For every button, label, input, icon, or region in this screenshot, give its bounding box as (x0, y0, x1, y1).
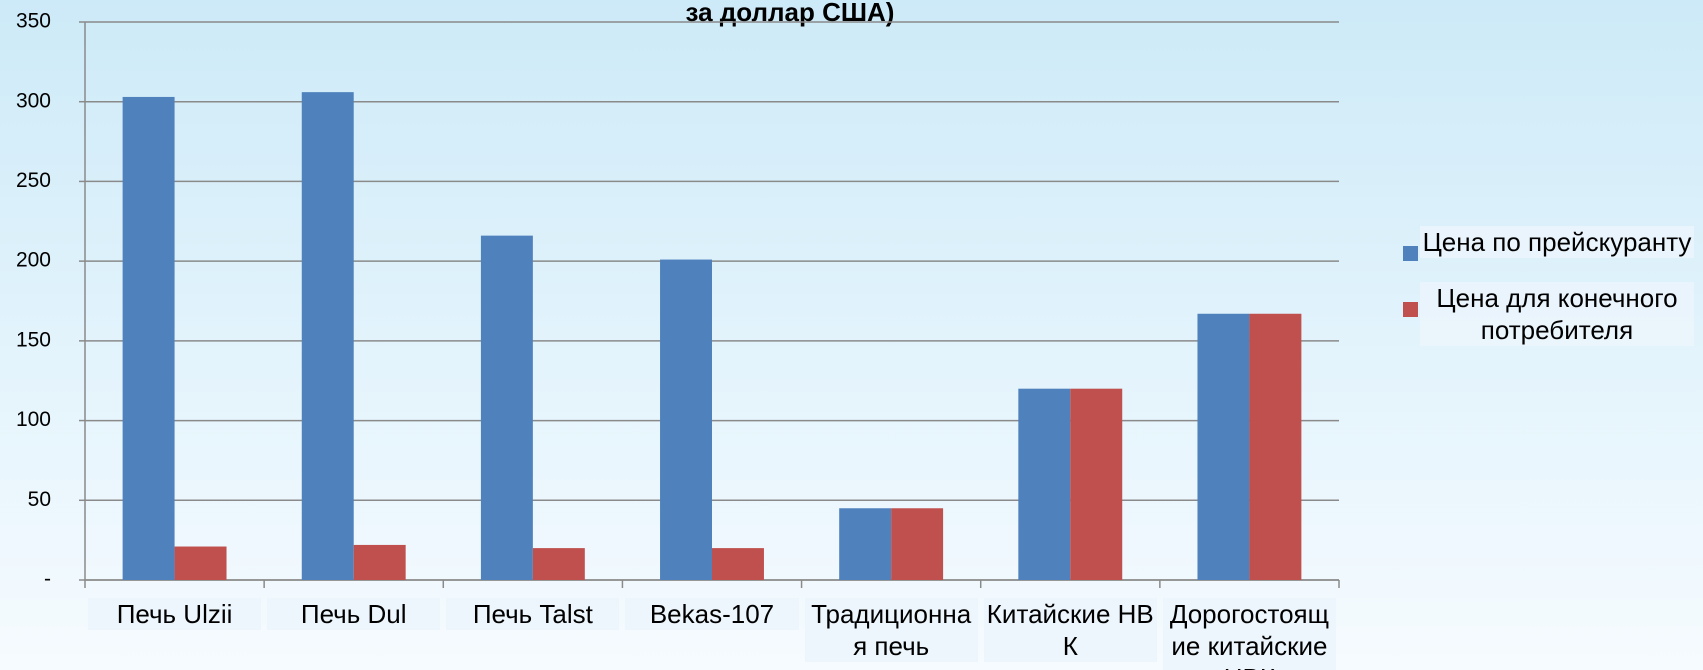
bar (1070, 388, 1123, 580)
x-tick-label: Печь Dul (267, 598, 441, 630)
x-tick-label: Печь Talst (446, 598, 620, 630)
y-tick-label: 300 (16, 89, 51, 112)
legend-swatch (1403, 302, 1418, 317)
legend-label: Цена по прейскуранту (1420, 226, 1694, 258)
y-tick-label: 50 (28, 488, 51, 511)
y-tick-label: 100 (16, 408, 51, 431)
bar (1018, 388, 1071, 580)
bar (660, 259, 712, 580)
legend-label: Цена для конечного потребителя (1420, 282, 1694, 346)
bar (122, 96, 175, 580)
y-tick-label: 200 (16, 249, 51, 272)
x-tick-label: Bekas-107 (625, 598, 799, 630)
chart-title: за доллар США) (686, 0, 895, 27)
bar (1249, 313, 1302, 580)
y-tick-label: - (44, 568, 51, 591)
x-tick-label: Печь Ulzii (88, 598, 262, 630)
bar (1197, 313, 1250, 580)
bar (301, 92, 354, 581)
bar (891, 508, 944, 580)
bar (480, 235, 533, 581)
x-tick-label: Китайские НВК (983, 598, 1157, 662)
bar (532, 548, 585, 580)
x-tick-label: Дорогостоящие китайские НВК (1162, 598, 1336, 670)
bar (712, 548, 764, 580)
legend-swatch (1403, 246, 1418, 261)
y-tick-label: 150 (16, 328, 51, 351)
x-tick-label: Традиционная печь (804, 598, 978, 662)
bar (353, 544, 406, 580)
y-tick-label: 250 (16, 169, 51, 192)
y-tick-label: 350 (16, 10, 51, 33)
bar (839, 508, 892, 580)
bar (174, 546, 227, 580)
